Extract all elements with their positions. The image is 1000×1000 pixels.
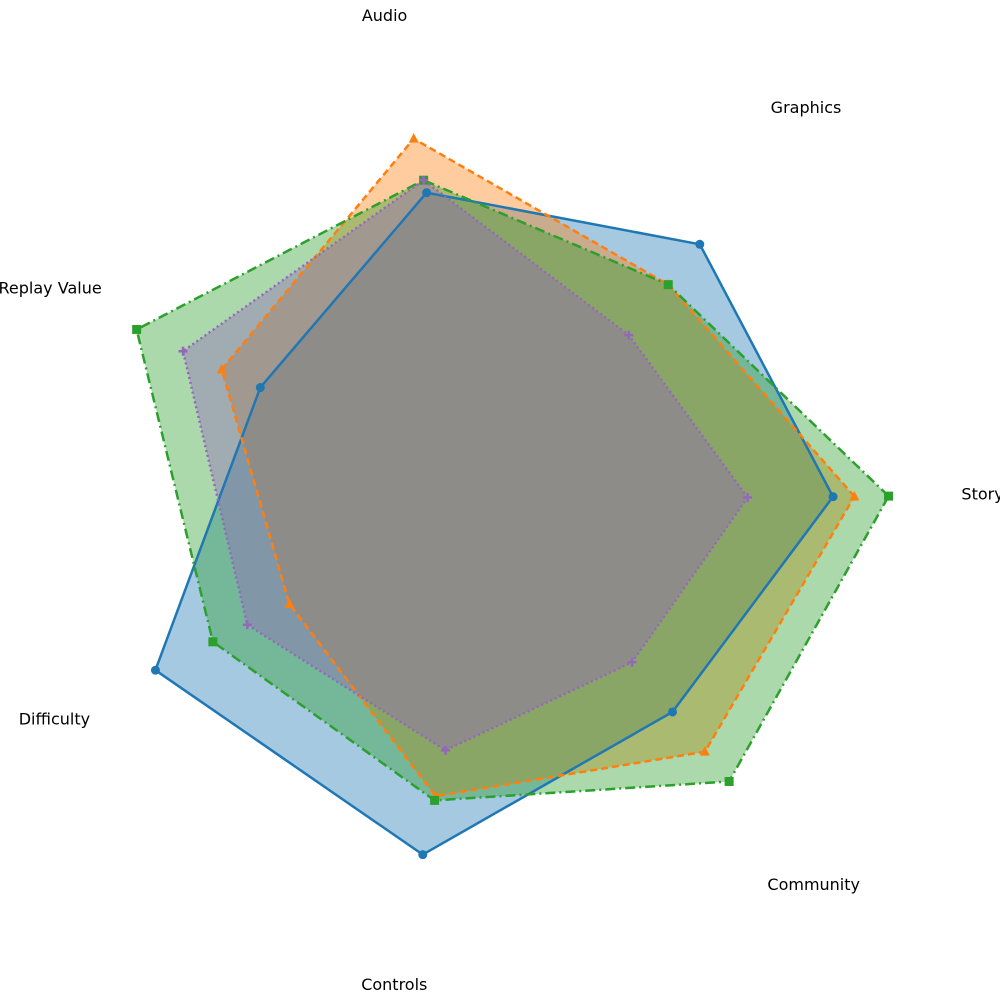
- axis-label-graphics: Graphics: [771, 98, 842, 117]
- series-4-area: [183, 180, 748, 751]
- series-3-point-controls: [430, 795, 440, 805]
- series-4-point-community: [627, 657, 637, 667]
- axis-label-audio: Audio: [362, 6, 407, 25]
- series-4-point-graphics: [624, 330, 634, 340]
- series-2-point-audio: [408, 133, 419, 143]
- axis-labels: Storyline Graphics Audio Replay Value Diffic…: [0, 6, 1000, 994]
- series-3-point-graphics: [663, 280, 673, 290]
- series-3-point-replay-value: [132, 324, 142, 334]
- series-fills: [136, 138, 889, 855]
- series-4-point-audio: [419, 175, 429, 185]
- series-3-point-community: [724, 776, 734, 786]
- series-1-area: [155, 192, 833, 855]
- series-2-point-community: [699, 746, 710, 756]
- series-3-point-storyline: [884, 491, 894, 501]
- axis-label-replay-value: Replay Value: [0, 278, 102, 297]
- series-markers: [132, 133, 894, 860]
- series-1-point-graphics: [695, 239, 705, 249]
- axis-label-storyline: Storyline: [961, 485, 1000, 504]
- series-3-area: [136, 180, 889, 801]
- series-1-point-storyline: [828, 492, 838, 502]
- series-1-point-controls: [418, 850, 428, 860]
- series-1-point-audio: [422, 188, 432, 198]
- series-2-area: [221, 138, 855, 797]
- series-2-point-replay-value: [216, 363, 227, 374]
- series-3-point-difficulty: [208, 637, 218, 647]
- series-4-point-controls: [440, 745, 450, 755]
- series-2-point-difficulty: [284, 598, 295, 609]
- axis-label-difficulty: Difficulty: [19, 710, 90, 729]
- series-1-point-difficulty: [150, 665, 160, 675]
- series-2-line: [220, 137, 856, 798]
- series-4-point-storyline: [743, 493, 753, 503]
- series-4-line: [181, 178, 749, 752]
- series-2-point-storyline: [849, 490, 860, 501]
- series-1-point-community: [668, 707, 678, 717]
- series-3-line: [135, 178, 890, 802]
- series-4-point-difficulty: [242, 620, 252, 630]
- series-4-point-replay-value: [178, 346, 188, 356]
- axis-label-controls: Controls: [361, 975, 427, 994]
- series-1-point-replay-value: [255, 383, 265, 393]
- series-1-line: [154, 191, 835, 856]
- axis-label-community: Community: [767, 875, 860, 894]
- series-lines: [135, 137, 890, 856]
